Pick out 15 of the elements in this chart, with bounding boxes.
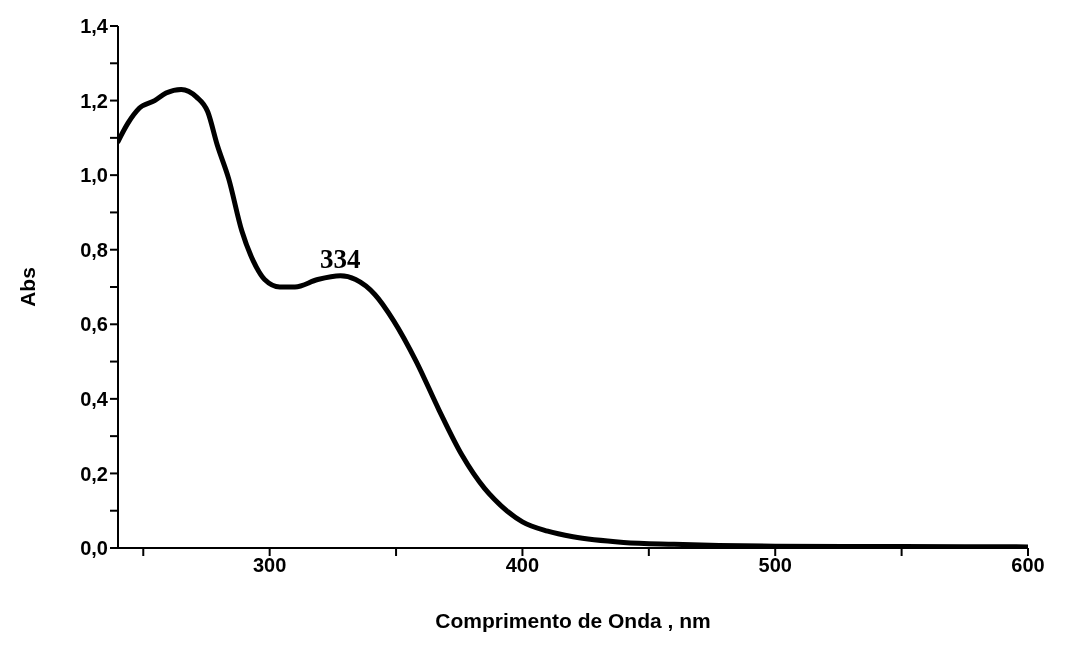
x-tick-label: 300	[252, 554, 287, 577]
y-tick-label: 0,6	[80, 313, 108, 336]
x-axis-title: Comprimento de Onda , nm	[435, 609, 711, 632]
y-tick-label: 0,0	[80, 537, 108, 560]
annotation: 334	[320, 244, 361, 275]
y-tick-label: 1,4	[80, 15, 109, 38]
x-tick-label: 400	[505, 554, 540, 577]
x-tick-label: 600	[1011, 554, 1045, 577]
y-tick-label: 1,2	[80, 89, 108, 112]
y-tick-label: 0,8	[80, 238, 108, 261]
y-axis-title: Abs	[16, 267, 40, 307]
y-tick-label: 0,2	[80, 462, 108, 485]
x-tick-label: 500	[758, 554, 792, 577]
y-tick-label: 1,0	[80, 164, 108, 187]
y-tick-label: 0,4	[80, 387, 109, 410]
